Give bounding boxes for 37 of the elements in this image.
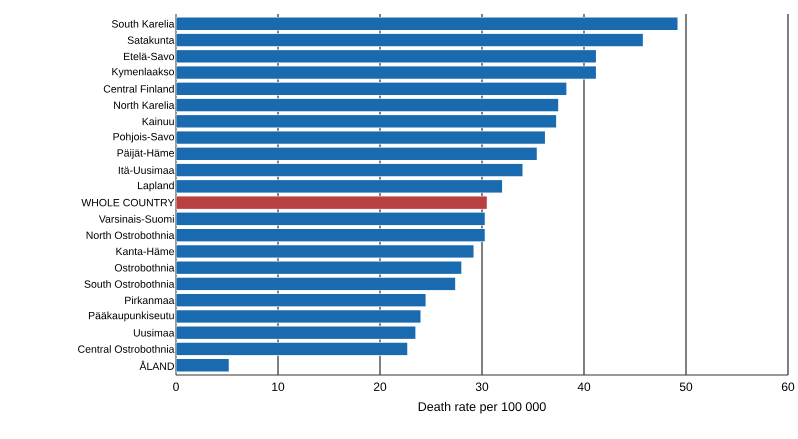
y-tick-label: Pirkanmaa: [125, 296, 174, 304]
y-tick-label: South Karelia: [112, 20, 174, 28]
bar: [176, 293, 426, 307]
y-tick-label: Kanta-Häme: [116, 248, 174, 256]
bar: [176, 130, 546, 144]
y-tick-label: Pohjois-Savo: [113, 132, 174, 142]
y-tick-label: Pääkaupunkiseutu: [88, 312, 174, 322]
bar: [176, 196, 488, 210]
y-tick-label: Varsinais-Suomi: [98, 215, 174, 223]
y-tick-label: Uusimaa: [134, 328, 174, 337]
y-tick-label: North Ostrobothnia: [86, 231, 174, 240]
y-tick-label: Central Ostrobothnia: [78, 345, 174, 353]
y-tick-label: Päijät-Häme: [118, 148, 174, 159]
y-tick-label: South Ostrobothnia: [84, 280, 174, 288]
x-tick-label: 30: [476, 382, 488, 392]
x-tick-label: 0: [173, 382, 179, 392]
bar: [176, 212, 486, 226]
x-tick-label: 60: [782, 382, 794, 392]
bar: [176, 114, 557, 128]
x-tick-label: 20: [374, 382, 386, 392]
y-tick-label: Satakunta: [128, 36, 174, 44]
y-tick-label: Lapland: [138, 181, 174, 192]
y-tick-label: Kainuu: [142, 117, 174, 126]
bar: [176, 358, 230, 372]
y-tick-label: North Karelia: [114, 101, 174, 109]
x-tick-label: 50: [680, 382, 692, 392]
x-axis-title: Death rate per 100 000: [418, 402, 546, 414]
bar: [176, 49, 597, 64]
y-tick-label: Etelä-Savo: [124, 52, 174, 60]
y-tick-label: Itä-Uusimaa: [118, 166, 174, 174]
y-tick-label: Ostrobothnia: [114, 264, 174, 272]
y-tick-label: WHOLE COUNTRY: [81, 198, 174, 206]
y-tick-label: ÅLAND: [139, 360, 174, 370]
y-tick-label: Kymenlaakso: [112, 68, 174, 78]
x-tick-label: 10: [272, 382, 284, 392]
x-tick-label: 40: [578, 382, 590, 392]
y-tick-label: Central Finland: [104, 84, 174, 93]
